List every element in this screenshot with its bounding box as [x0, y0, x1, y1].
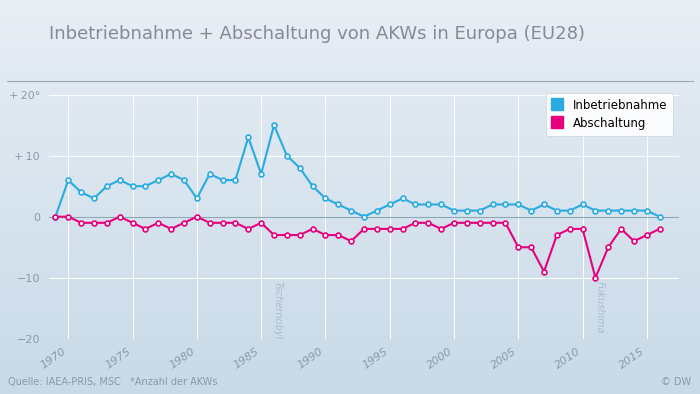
Text: Fukushima: Fukushima — [594, 281, 604, 333]
Text: Quelle: IAEA-PRIS, MSC   *Anzahl der AKWs: Quelle: IAEA-PRIS, MSC *Anzahl der AKWs — [8, 377, 218, 387]
Text: Tschernobyl: Tschernobyl — [273, 281, 283, 339]
Text: © DW: © DW — [662, 377, 692, 387]
Text: Inbetriebnahme + Abschaltung von AKWs in Europa (EU28): Inbetriebnahme + Abschaltung von AKWs in… — [49, 26, 585, 43]
Legend: Inbetriebnahme, Abschaltung: Inbetriebnahme, Abschaltung — [545, 93, 673, 136]
